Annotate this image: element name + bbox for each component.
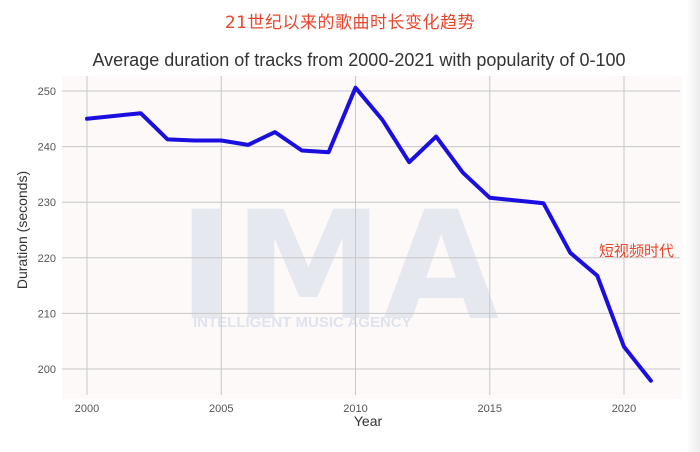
y-axis-label: Duration (seconds) <box>14 170 30 290</box>
y-tick-label: 210 <box>38 308 56 320</box>
duration-line <box>85 85 653 383</box>
y-tick-label: 220 <box>38 253 56 265</box>
headline: 21世纪以来的歌曲时长变化趋势 <box>224 13 476 33</box>
y-tick-label: 250 <box>38 86 56 98</box>
grid-lines <box>62 76 680 395</box>
watermark-logo: IMA <box>178 180 499 354</box>
x-tick-label: 2000 <box>75 403 99 415</box>
y-tick-label: 230 <box>38 197 56 209</box>
plot-background <box>62 76 682 399</box>
x-axis-label: Year <box>353 413 383 429</box>
x-tick-label: 2015 <box>478 403 502 415</box>
y-axis-ticks: 200 210 220 230 240 250 <box>38 86 56 376</box>
x-tick-label: 2010 <box>343 403 367 415</box>
chart-title: Average duration of tracks from 2000-202… <box>92 50 626 70</box>
y-tick-label: 200 <box>38 364 56 376</box>
watermark-subtitle: INTELLIGENT MUSIC AGENCY <box>193 314 412 331</box>
short-video-era-annotation: 短视频时代 <box>599 242 675 260</box>
edge-shadow <box>686 0 700 452</box>
y-tick-label: 240 <box>38 142 56 154</box>
x-tick-label: 2020 <box>612 403 636 415</box>
watermark: IMA INTELLIGENT MUSIC AGENCY <box>178 180 499 354</box>
x-tick-label: 2005 <box>209 403 233 415</box>
x-axis-ticks: 2000 2005 2010 2015 2020 <box>75 403 636 415</box>
